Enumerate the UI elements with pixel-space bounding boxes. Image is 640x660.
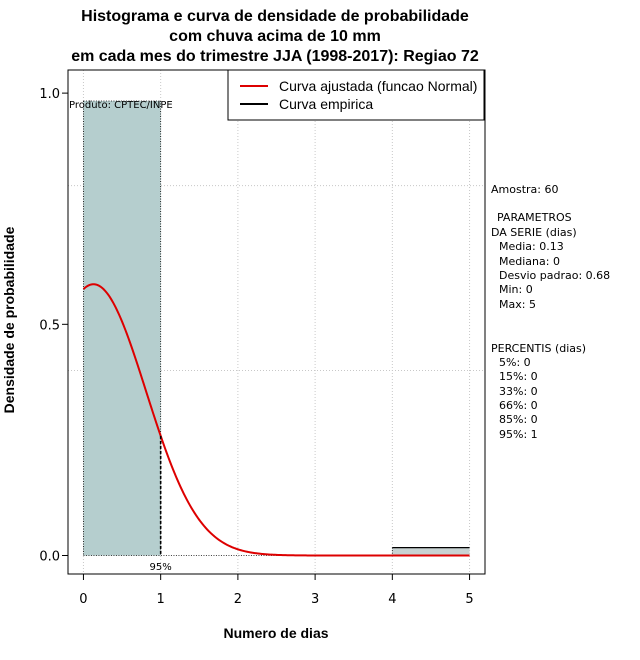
sample-size: Amostra: 60: [491, 183, 558, 196]
stat-min: Min: 0: [499, 283, 533, 296]
y-tick-label-0: 0.0: [39, 550, 60, 565]
percentile-33: 33%: 0: [499, 385, 538, 398]
chart-title-line-3: em cada mes do trimestre JJA (1998-2017)…: [71, 48, 479, 65]
percentile-5: 5%: 0: [499, 356, 531, 369]
density-curves: [82, 283, 470, 557]
y-axis-label: Densidade de probabilidade: [1, 226, 17, 413]
x-tick-label-2: 2: [234, 592, 242, 607]
percentile-15: 15%: 0: [499, 370, 538, 383]
percentile-marker-label: 95%: [150, 562, 172, 573]
stat-mean: Media: 0.13: [499, 240, 564, 253]
percentiles-header: PERCENTIS (dias): [491, 342, 586, 355]
params-header-1: PARAMETROS: [497, 211, 572, 224]
x-tick-label-5: 5: [465, 592, 473, 607]
stat-max: Max: 5: [499, 298, 536, 311]
chart-title-line-1: Histograma e curva de densidade de proba…: [81, 8, 469, 25]
stat-median: Mediana: 0: [499, 255, 560, 268]
x-axis: 0 1 2 3 4 5: [79, 574, 474, 607]
normal-curve: [82, 283, 470, 557]
y-tick-label-2: 1.0: [39, 87, 60, 102]
percentile-85: 85%: 0: [499, 413, 538, 426]
legend-empirical-label: Curva empirica: [279, 96, 373, 112]
chart-title-line-2: com chuva acima de 10 mm: [169, 28, 381, 45]
stat-sd: Desvio padrao: 0.68: [499, 269, 610, 282]
legend: Curva ajustada (funcao Normal) Curva emp…: [227, 69, 485, 121]
x-tick-label-3: 3: [311, 592, 319, 607]
y-tick-label-1: 0.5: [39, 318, 60, 333]
params-header-2: DA SERIE (dias): [491, 226, 577, 239]
x-axis-label: Numero de dias: [223, 625, 328, 641]
x-tick-label-4: 4: [388, 592, 396, 607]
y-axis: 0.0 0.5 1.0: [39, 87, 68, 565]
stats-panel: Amostra: 60 PARAMETROS DA SERIE (dias) M…: [491, 183, 610, 441]
percentile-95: 95%: 1: [499, 428, 538, 441]
x-tick-label-1: 1: [157, 592, 165, 607]
histogram-bar-1: [392, 547, 470, 556]
x-tick-label-0: 0: [79, 592, 87, 607]
legend-normal-label: Curva ajustada (funcao Normal): [279, 78, 477, 94]
histogram-bar-0: [83, 100, 161, 556]
percentile-66: 66%: 0: [499, 399, 538, 412]
histogram-bars: [83, 100, 470, 556]
product-label: Produto: CPTEC/INPE: [69, 100, 173, 111]
legend-box: [227, 69, 485, 121]
